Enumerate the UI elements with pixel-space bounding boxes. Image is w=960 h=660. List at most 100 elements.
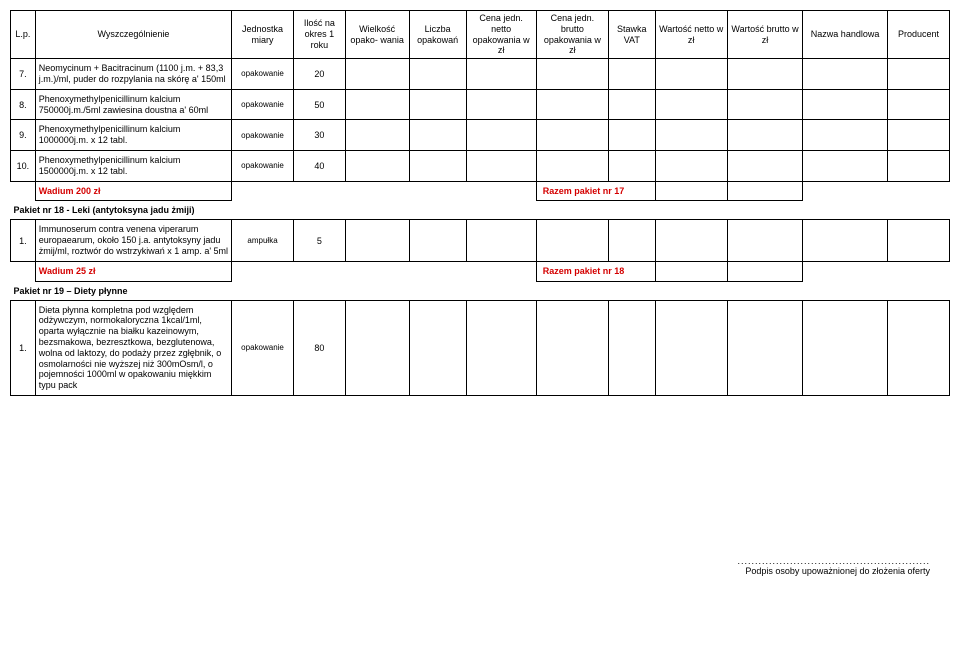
th-gross: Cena jedn. brutto opakowania w zł	[536, 11, 608, 59]
cell-empty	[803, 261, 950, 281]
cell-size	[345, 59, 409, 90]
cell-valg	[727, 89, 802, 120]
cell-net	[466, 89, 536, 120]
th-prod: Producent	[887, 11, 949, 59]
cell-size	[345, 300, 409, 395]
cell-valn	[655, 150, 727, 181]
section-row: Pakiet nr 18 - Leki (antytoksyna jadu żm…	[11, 201, 950, 220]
cell-name	[803, 300, 888, 395]
table-row: 10. Phenoxymethylpenicillinum kalcium 15…	[11, 150, 950, 181]
cell-size	[345, 120, 409, 151]
cell-desc: Phenoxymethylpenicillinum kalcium 750000…	[35, 89, 231, 120]
table-row: 1. Dieta płynna kompletna pod względem o…	[11, 300, 950, 395]
cell-prod	[887, 150, 949, 181]
cell-pack	[409, 89, 466, 120]
th-net: Cena jedn. netto opakowania w zł	[466, 11, 536, 59]
cell-qty: 40	[294, 150, 346, 181]
th-valn: Wartość netto w zł	[655, 11, 727, 59]
cell-valn	[655, 181, 727, 201]
cell-unit: opakowanie	[232, 150, 294, 181]
cell-vat	[609, 150, 655, 181]
cell-qty: 50	[294, 89, 346, 120]
section-title: Pakiet nr 19 – Diety płynne	[11, 281, 950, 300]
cell-qty: 20	[294, 59, 346, 90]
cell-qty: 5	[294, 220, 346, 261]
cell-prod	[887, 89, 949, 120]
cell-name	[803, 59, 888, 90]
cell-valg	[727, 181, 802, 201]
cell-prod	[887, 300, 949, 395]
th-valg: Wartość brutto w zł	[727, 11, 802, 59]
table-row: 8. Phenoxymethylpenicillinum kalcium 750…	[11, 89, 950, 120]
cell-valg	[727, 300, 802, 395]
razem-label: Razem pakiet nr 18	[536, 261, 655, 281]
table-row: 7. Neomycinum + Bacitracinum (1100 j.m. …	[11, 59, 950, 90]
footer: ........................................…	[10, 556, 950, 576]
cell-net	[466, 300, 536, 395]
cell-pack	[409, 59, 466, 90]
cell-unit: opakowanie	[232, 120, 294, 151]
cell-gross	[536, 120, 608, 151]
cell-net	[466, 220, 536, 261]
cell-vat	[609, 59, 655, 90]
wadium-row: Wadium 25 zł Razem pakiet nr 18	[11, 261, 950, 281]
cell-gross	[536, 89, 608, 120]
cell-empty	[803, 181, 950, 201]
cell-name	[803, 220, 888, 261]
cell-qty: 80	[294, 300, 346, 395]
cell-name	[803, 150, 888, 181]
cell-desc: Dieta płynna kompletna pod względem odży…	[35, 300, 231, 395]
cell-pack	[409, 220, 466, 261]
pricing-table: L.p. Wyszczególnienie Jednostka miary Il…	[10, 10, 950, 396]
cell-gross	[536, 59, 608, 90]
cell-valn	[655, 300, 727, 395]
cell-size	[345, 89, 409, 120]
cell-net	[466, 150, 536, 181]
th-desc: Wyszczególnienie	[35, 11, 231, 59]
cell-valg	[727, 59, 802, 90]
razem-label: Razem pakiet nr 17	[536, 181, 655, 201]
cell-unit: opakowanie	[232, 300, 294, 395]
section-row: Pakiet nr 19 – Diety płynne	[11, 281, 950, 300]
cell-valg	[727, 120, 802, 151]
table-row: 9. Phenoxymethylpenicillinum kalcium 100…	[11, 120, 950, 151]
cell-size	[345, 220, 409, 261]
cell-empty	[11, 261, 36, 281]
cell-valg	[727, 150, 802, 181]
cell-valn	[655, 120, 727, 151]
cell-valg	[727, 220, 802, 261]
cell-valn	[655, 261, 727, 281]
cell-empty	[11, 181, 36, 201]
cell-lp: 1.	[11, 220, 36, 261]
cell-lp: 1.	[11, 300, 36, 395]
cell-lp: 9.	[11, 120, 36, 151]
cell-desc: Phenoxymethylpenicillinum kalcium 150000…	[35, 150, 231, 181]
th-qty: Ilość na okres 1 roku	[294, 11, 346, 59]
cell-vat	[609, 89, 655, 120]
th-name: Nazwa handlowa	[803, 11, 888, 59]
th-size: Wielkość opako- wania	[345, 11, 409, 59]
cell-vat	[609, 220, 655, 261]
signature-label: Podpis osoby upoważnionej do złożenia of…	[10, 566, 930, 576]
cell-name	[803, 120, 888, 151]
table-row: 1. Immunoserum contra venena viperarum e…	[11, 220, 950, 261]
cell-valn	[655, 89, 727, 120]
th-pack: Liczba opakowań	[409, 11, 466, 59]
section-title: Pakiet nr 18 - Leki (antytoksyna jadu żm…	[11, 201, 950, 220]
cell-unit: opakowanie	[232, 89, 294, 120]
cell-lp: 10.	[11, 150, 36, 181]
cell-gross	[536, 150, 608, 181]
cell-prod	[887, 220, 949, 261]
wadium-label: Wadium 25 zł	[35, 261, 231, 281]
cell-prod	[887, 120, 949, 151]
cell-unit: ampułka	[232, 220, 294, 261]
th-vat: Stawka VAT	[609, 11, 655, 59]
cell-desc: Neomycinum + Bacitracinum (1100 j.m. + 8…	[35, 59, 231, 90]
cell-desc: Phenoxymethylpenicillinum kalcium 100000…	[35, 120, 231, 151]
cell-pack	[409, 150, 466, 181]
cell-pack	[409, 120, 466, 151]
th-unit: Jednostka miary	[232, 11, 294, 59]
cell-gross	[536, 300, 608, 395]
cell-empty	[232, 181, 537, 201]
cell-size	[345, 150, 409, 181]
